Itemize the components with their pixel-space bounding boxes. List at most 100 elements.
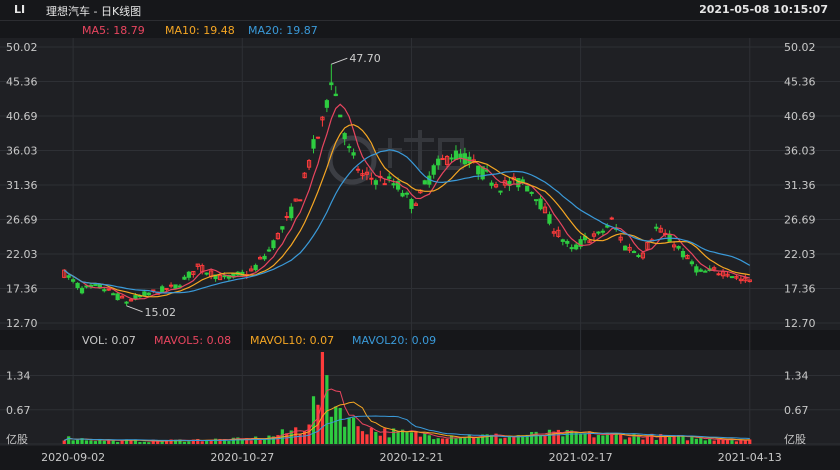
price-grid — [0, 38, 840, 446]
volume-bar — [374, 431, 378, 444]
volume-bar — [601, 435, 605, 444]
candle-body — [195, 263, 200, 267]
volume-bar — [213, 438, 218, 444]
volume-bar — [627, 437, 632, 444]
price-annotations: 47.70 15.02 — [126, 52, 381, 319]
volume-bar — [165, 440, 169, 444]
candle-body — [364, 171, 370, 175]
volume-bar — [231, 437, 235, 444]
price-tick-left: 31.36 — [6, 179, 38, 192]
candle-body — [351, 152, 356, 156]
volume-bar — [67, 436, 71, 444]
candle-body — [400, 192, 405, 197]
candle-body — [333, 93, 338, 97]
candle-body — [712, 267, 717, 270]
volume-bar — [623, 439, 627, 444]
volume-bar — [685, 440, 690, 444]
volume-bar — [245, 438, 249, 444]
candle-body — [694, 266, 699, 273]
candle-body — [645, 241, 650, 250]
date-tick: 2020-09-02 — [41, 451, 105, 464]
volume-bar — [441, 438, 445, 444]
volume-bar — [699, 437, 703, 444]
candle-body — [315, 136, 321, 139]
candle-body — [698, 269, 703, 272]
price-tick-left: 12.70 — [6, 317, 38, 330]
candle-body — [128, 299, 134, 302]
candle-body — [538, 198, 543, 210]
volume-bar — [614, 433, 618, 444]
candle-body — [587, 240, 592, 244]
candle-body — [747, 279, 752, 283]
volume-bar — [227, 440, 231, 444]
date-axis: 2020-09-02 2020-10-27 2020-12-21 2021-02-17… — [41, 451, 782, 464]
volume-bar — [619, 434, 623, 444]
date-tick: 2021-02-17 — [549, 451, 613, 464]
volume-bar — [730, 439, 734, 444]
candle-body — [119, 295, 125, 299]
date-tick: 2020-10-27 — [210, 451, 274, 464]
candle-body — [329, 82, 334, 86]
volume-bar — [636, 435, 641, 444]
volume-bar — [71, 440, 75, 444]
price-tick-right: 17.36 — [784, 283, 816, 296]
candle-body — [146, 292, 151, 296]
ma10-line — [63, 124, 750, 298]
candle-body — [338, 114, 343, 118]
candle-body — [133, 295, 138, 300]
candle-body — [547, 214, 552, 224]
price-tick-right: 26.69 — [784, 214, 816, 227]
candle-body — [204, 272, 209, 275]
volume-unit-right: 亿股 — [784, 433, 806, 446]
volume-legend-bar — [0, 330, 840, 350]
volume-bar — [543, 435, 547, 444]
candle-body — [529, 191, 534, 194]
price-tick-right: 40.69 — [784, 110, 816, 123]
volume-bar — [579, 433, 583, 444]
candle-body — [449, 157, 454, 160]
volume-bar — [650, 433, 654, 444]
candle-body — [498, 190, 503, 193]
price-tick-left: 36.03 — [6, 144, 38, 157]
volume-bar — [521, 436, 525, 444]
candle-body — [387, 176, 392, 179]
volume-bar — [343, 426, 347, 444]
candle-body — [458, 153, 463, 159]
chart-title: 理想汽车 - 日K线图 — [46, 5, 142, 18]
volume-bar — [222, 439, 227, 444]
volume-bar — [392, 428, 396, 444]
volume-bar — [530, 432, 534, 444]
candle-body — [551, 231, 557, 234]
volume-bar — [654, 439, 658, 444]
volume-bar — [432, 439, 436, 444]
volume-bar — [583, 433, 587, 444]
volume-bar — [574, 432, 578, 444]
candle-body — [342, 133, 347, 140]
volume-bar — [240, 438, 244, 444]
volume-legend-item: VOL: 0.07 — [82, 334, 136, 347]
volume-bar — [547, 429, 552, 444]
volume-bar — [187, 441, 191, 444]
candle-body — [525, 185, 530, 192]
candle-body — [422, 180, 427, 185]
volume-bar — [423, 433, 427, 444]
candle-body — [489, 182, 494, 186]
candle-body — [266, 249, 272, 252]
moving-average-lines — [63, 103, 751, 301]
candle-body — [493, 184, 499, 188]
volume-bar — [405, 432, 409, 444]
volume-bar — [708, 438, 712, 444]
candle-body — [574, 244, 579, 250]
volume-bar — [414, 431, 418, 444]
volume-bar — [178, 439, 182, 444]
candle-body — [640, 252, 646, 259]
volume-bar — [236, 437, 240, 444]
volume-bar — [249, 440, 253, 444]
volume-bar — [507, 436, 511, 444]
candle-body — [542, 206, 548, 214]
volume-bar — [254, 436, 258, 444]
price-tick-left: 40.69 — [6, 110, 38, 123]
candle-body — [311, 139, 316, 149]
volume-bar — [565, 429, 569, 444]
